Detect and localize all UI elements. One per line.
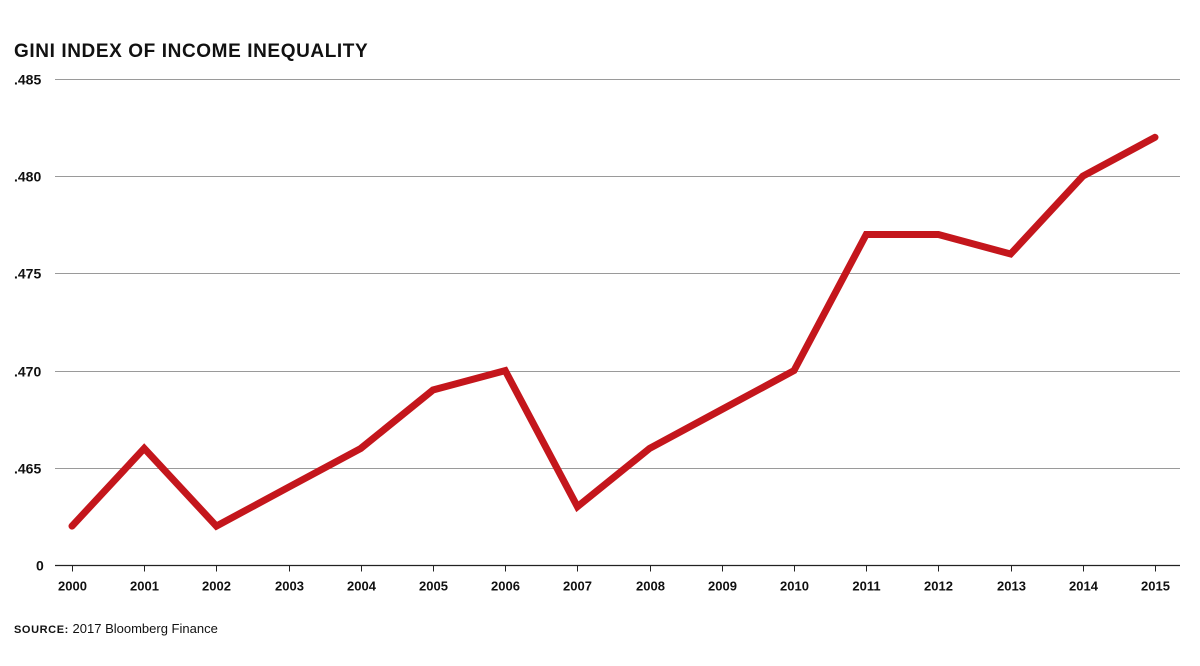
x-tick-label: 2011 (852, 579, 880, 594)
x-tick-label: 2014 (1069, 579, 1099, 594)
source-label: SOURCE: (14, 624, 69, 636)
x-tick-label: 2001 (130, 579, 159, 594)
x-tick-label: 2002 (202, 579, 231, 594)
source-note: SOURCE: 2017 Bloomberg Finance (14, 621, 218, 636)
y-tick-label: .475 (14, 266, 41, 282)
x-axis-ticks: 2000 2001 2002 2003 2004 2005 2006 2007 2008 2009… (58, 565, 1170, 594)
y-tick-label: .485 (14, 72, 41, 88)
x-tick-label: 2015 (1141, 579, 1170, 594)
series-layer (68, 133, 1159, 531)
y-tick-label: .480 (14, 169, 41, 185)
x-tick-label: 2007 (563, 579, 592, 594)
series-line (68, 133, 1159, 531)
y-axis-ticks: .465 .470 .475 .480 .485 0 (14, 72, 44, 574)
x-tick-label: 2009 (708, 579, 737, 594)
x-tick-label: 2005 (419, 579, 448, 594)
x-tick-label: 2012 (924, 579, 953, 594)
grid-lines (55, 79, 1180, 567)
x-tick-label: 2003 (275, 579, 304, 594)
x-tick-label: 2010 (780, 579, 809, 594)
y-tick-label: .465 (14, 461, 41, 477)
x-tick-label: 2006 (491, 579, 520, 594)
chart-title: GINI INDEX OF INCOME INEQUALITY (14, 41, 369, 62)
x-tick-label: 2000 (58, 579, 87, 594)
x-tick-label: 2004 (347, 579, 377, 594)
source-text: 2017 Bloomberg Finance (68, 621, 218, 636)
y-baseline-label: 0 (36, 558, 44, 574)
x-tick-label: 2013 (997, 579, 1026, 594)
x-tick-label: 2008 (636, 579, 665, 594)
y-tick-label: .470 (14, 364, 41, 380)
